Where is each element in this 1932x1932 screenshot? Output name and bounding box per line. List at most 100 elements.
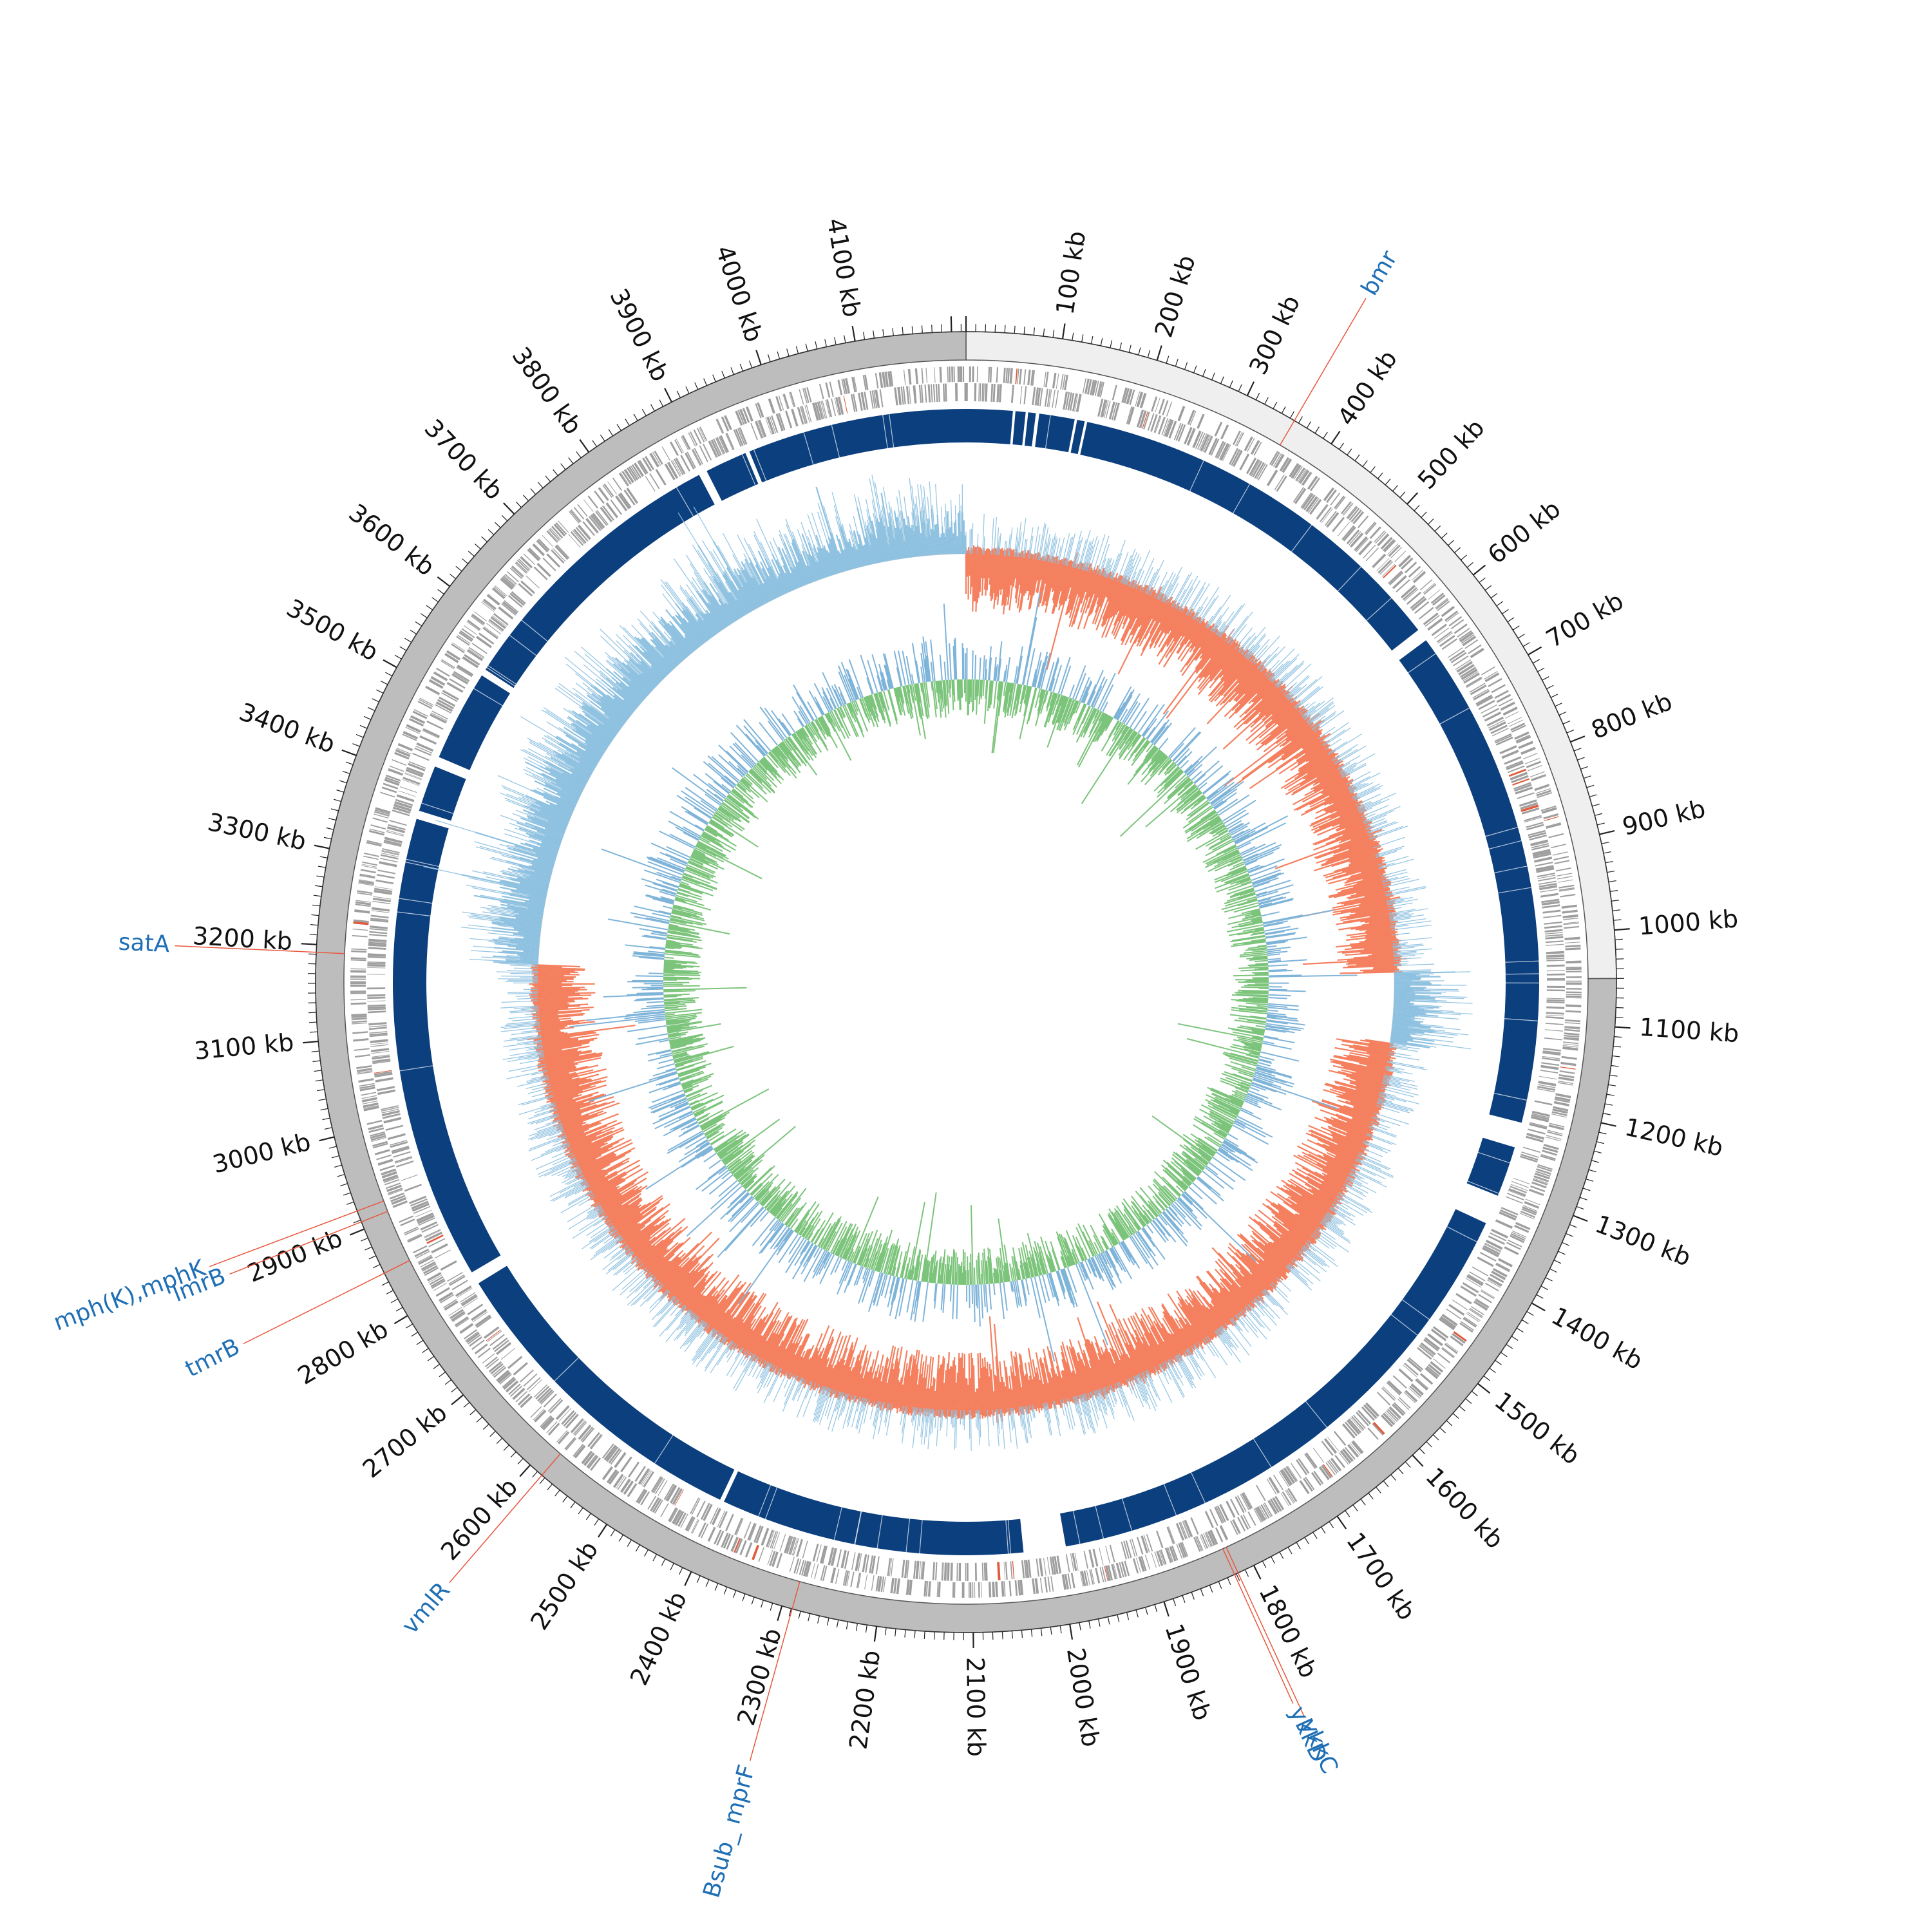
cds-feature <box>350 984 366 987</box>
cds-feature <box>350 990 366 992</box>
cds-feature <box>1195 431 1204 449</box>
gc-skew-spike <box>693 506 714 542</box>
cds-feature <box>1389 571 1404 585</box>
cds-feature <box>1499 1211 1517 1221</box>
gc-skew-bar <box>1190 623 1209 649</box>
cds-feature <box>1558 1080 1574 1084</box>
gc-skew-spike <box>1186 582 1206 615</box>
cds-feature <box>1346 506 1357 518</box>
cds-feature <box>1479 1251 1497 1262</box>
cds-feature <box>820 1565 826 1581</box>
cds-feature <box>691 1498 701 1515</box>
cds-feature <box>1307 475 1318 490</box>
cds-feature <box>1461 668 1478 681</box>
cds-feature <box>600 506 613 523</box>
cds-feature <box>1428 589 1441 600</box>
cds-feature <box>1564 936 1580 941</box>
gc-skew-spike <box>1275 665 1298 687</box>
gc-skew-spike <box>1096 535 1110 574</box>
gc-skew-bar <box>759 1333 777 1363</box>
gc-skew-bar <box>838 1337 858 1401</box>
gc-skew-spike <box>1007 534 1011 556</box>
gc-skew-bar <box>1037 554 1050 607</box>
gc-skew-bar <box>834 1365 845 1394</box>
cds-feature <box>1508 1239 1522 1247</box>
gc-skew-bar <box>1094 1336 1115 1392</box>
gc-skew-bar <box>1056 1366 1066 1405</box>
gc-skew-bar <box>1192 1298 1220 1336</box>
cds-feature <box>1562 909 1578 914</box>
gc-skew-bar <box>1025 1374 1032 1410</box>
cds-feature <box>1303 1477 1313 1492</box>
gc-skew-spike <box>1384 1074 1415 1082</box>
cds-feature <box>1309 498 1322 515</box>
alignment-break <box>905 1519 911 1553</box>
cds-feature <box>402 734 417 741</box>
cds-feature <box>502 575 516 587</box>
gc-skew-bar <box>1235 668 1268 703</box>
gc-skew-spike <box>1385 886 1426 896</box>
cds-feature <box>1180 1521 1188 1539</box>
gc-skew-spike <box>931 1409 934 1434</box>
cds-feature <box>1097 399 1104 417</box>
cds-feature <box>1003 367 1006 383</box>
cds-feature <box>637 1490 648 1504</box>
gc-skew-bar <box>1150 1327 1171 1365</box>
cds-feature <box>1444 611 1459 621</box>
cds-feature <box>1129 1539 1136 1557</box>
cds-feature <box>1419 1344 1435 1356</box>
gc-skew-bar <box>786 1334 808 1379</box>
gc-skew-spike <box>1366 1133 1397 1146</box>
cds-feature <box>476 1316 492 1329</box>
cds-feature <box>954 383 958 402</box>
gc-skew-spike <box>1372 1116 1401 1126</box>
gc-skew-bar <box>1061 1351 1076 1404</box>
cds-feature <box>806 387 812 402</box>
cds-feature <box>1476 696 1493 706</box>
cds-feature <box>363 1102 379 1108</box>
cds-feature <box>589 516 601 531</box>
cds-feature <box>1419 607 1434 620</box>
gc-skew-spike <box>756 1363 771 1389</box>
gc-skew-spike <box>1420 1023 1444 1027</box>
cds-feature <box>623 489 636 506</box>
gc-skew-spike <box>813 1387 828 1423</box>
gc-skew-bar <box>1077 1317 1106 1399</box>
cds-feature <box>474 1343 488 1355</box>
cds-feature <box>1340 1450 1352 1464</box>
cds-feature <box>1566 995 1582 998</box>
cds-feature <box>1099 1547 1104 1566</box>
gc-skew-bar <box>1053 560 1061 592</box>
cds-feature <box>1514 1224 1530 1233</box>
cds-feature <box>853 393 858 412</box>
alignment-break <box>397 911 431 916</box>
cds-feature <box>469 647 485 658</box>
gc-skew-spike <box>1044 1403 1051 1435</box>
gc-skew-bar <box>1290 1184 1336 1213</box>
cds-feature <box>661 446 670 460</box>
gc-skew-bar <box>1088 1340 1108 1395</box>
gc-skew-bar <box>1068 562 1084 613</box>
cds-feature <box>672 1488 683 1505</box>
gc-skew-bar <box>1276 1228 1306 1252</box>
cds-feature <box>1156 1550 1164 1566</box>
cds-feature <box>1262 1503 1271 1518</box>
cds-feature <box>501 576 515 589</box>
cds-feature <box>670 1508 679 1522</box>
gc-skew-bar <box>1164 606 1181 634</box>
cds-feature <box>523 553 535 565</box>
cds-feature <box>1543 1144 1559 1150</box>
cds-feature <box>1189 410 1197 426</box>
gc-skew-bar <box>849 1344 867 1403</box>
cds-feature <box>1428 1363 1441 1376</box>
cds-feature <box>496 1341 512 1356</box>
gc-skew-bar <box>1333 838 1376 855</box>
gc-skew-bar <box>1291 764 1345 796</box>
gc-skew-spike <box>1320 1222 1351 1244</box>
gc-skew-bar <box>1090 1343 1109 1394</box>
gc-skew-spike <box>1325 1213 1342 1225</box>
gc-skew-bar <box>1233 667 1266 701</box>
cds-feature <box>376 874 395 879</box>
cds-feature <box>1466 677 1482 688</box>
gc-skew-spike <box>752 1358 763 1378</box>
